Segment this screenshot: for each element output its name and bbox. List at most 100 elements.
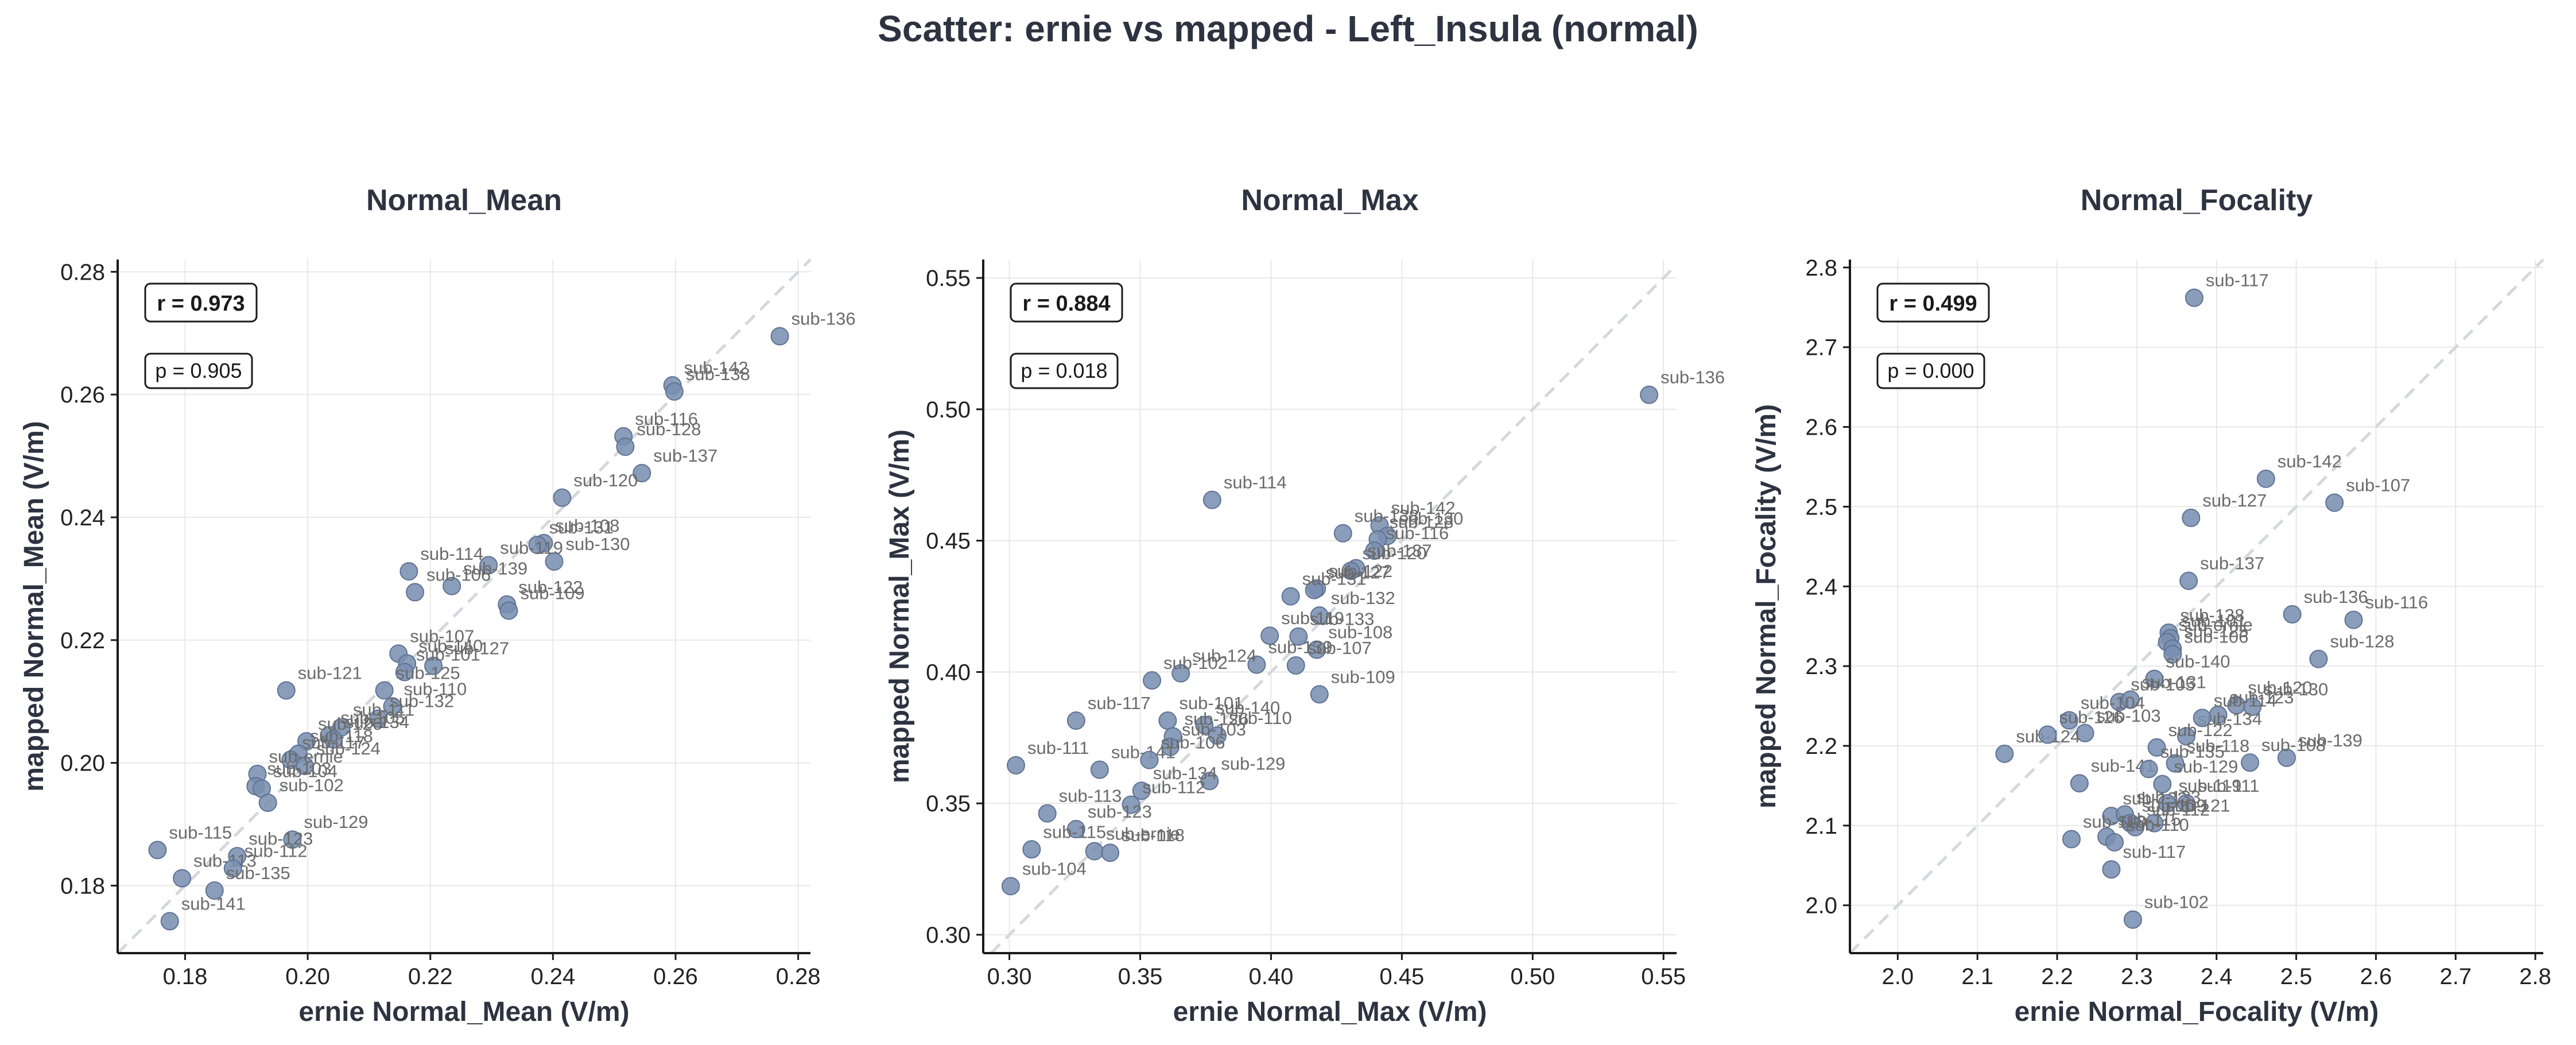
point-label: sub-132 xyxy=(390,691,454,711)
scatter-point xyxy=(770,327,789,346)
scatter-point xyxy=(324,730,343,749)
scatter-point xyxy=(2139,760,2158,779)
scatter-point xyxy=(395,663,414,682)
scatter-point xyxy=(2193,709,2212,727)
stat-p-frame xyxy=(1010,353,1119,389)
scatter-point xyxy=(2256,469,2275,488)
y-tick-label: 0.20 xyxy=(60,751,105,776)
scatter-point xyxy=(2277,748,2296,767)
x-tick-label: 2.1 xyxy=(1961,964,1993,989)
point-label: sub-142 xyxy=(1391,498,1456,518)
scatter-point xyxy=(2344,610,2363,629)
point-label: sub-113 xyxy=(1059,786,1122,806)
scatter-point xyxy=(223,859,242,878)
stat-r-box: r = 0.499 xyxy=(1876,282,1990,323)
point-label: sub-106 xyxy=(426,564,491,585)
point-label: sub-139 xyxy=(463,559,527,579)
point-label: sub-111 xyxy=(353,700,414,720)
y-tick-label: 0.50 xyxy=(926,397,971,423)
y-tick-label: 0.22 xyxy=(60,628,105,653)
stat-p-frame xyxy=(144,353,253,389)
y-tick-label: 2.3 xyxy=(1805,654,1837,679)
y-tick-label: 2.6 xyxy=(1805,415,1837,440)
point-label: sub-115 xyxy=(169,822,232,842)
point-label: sub-103 xyxy=(2097,706,2161,726)
point-label: sub-104 xyxy=(1022,858,1087,878)
x-tick-label: 0.50 xyxy=(1510,964,1555,989)
point-label: sub-123 xyxy=(249,829,313,849)
scatter-point xyxy=(2145,814,2164,833)
point-label: sub-132 xyxy=(1331,588,1395,608)
scatter-point xyxy=(368,709,387,728)
stat-r-frame xyxy=(144,282,258,323)
scatter-point xyxy=(528,536,547,555)
scatter-point xyxy=(1305,580,1324,599)
point-label: sub-128 xyxy=(637,419,701,439)
y-tick-label: 0.40 xyxy=(926,660,971,685)
point-label: sub-131 xyxy=(549,517,614,537)
x-tick-label: 0.28 xyxy=(776,964,821,989)
scatter-point xyxy=(633,464,651,483)
stat-r-box: r = 0.884 xyxy=(1010,282,1123,323)
scatter-point xyxy=(375,681,394,700)
scatter-point xyxy=(399,562,418,581)
point-label: sub-109 xyxy=(520,583,584,603)
scatter-point xyxy=(2153,775,2172,794)
point-label: sub-105 xyxy=(341,707,405,727)
scatter-point xyxy=(2177,794,2195,812)
point-label: sub-128 xyxy=(1389,512,1453,532)
point-label: sub-139 xyxy=(2298,730,2362,750)
x-tick-label: 0.35 xyxy=(1118,964,1163,989)
scatter-point xyxy=(2179,571,2198,590)
panel-title: Normal_Focality xyxy=(2081,184,2313,217)
scatter-point xyxy=(553,488,572,507)
point-label: sub-ernie xyxy=(2179,614,2253,634)
panel-title: Normal_Max xyxy=(1241,184,1418,217)
scatter-point xyxy=(1310,685,1329,704)
scatter-point xyxy=(2166,754,2185,773)
point-label: sub-133 xyxy=(1310,609,1374,629)
point-label: sub-137 xyxy=(2200,554,2264,574)
scatter-point xyxy=(1101,843,1120,862)
x-tick-label: 2.0 xyxy=(1882,964,1914,989)
point-label: sub-138 xyxy=(1355,506,1419,526)
scatter-point xyxy=(2121,690,2140,709)
point-label: sub-101 xyxy=(416,644,480,664)
point-label: sub-138 xyxy=(686,364,750,384)
point-label: sub-135 xyxy=(226,863,290,883)
x-tick-label: 2.4 xyxy=(2201,964,2233,989)
stat-p-box: p = 0.905 xyxy=(144,353,253,389)
scatter-point xyxy=(1208,726,1227,745)
scatter-point xyxy=(1995,744,2014,763)
point-label: sub-118 xyxy=(310,726,373,746)
scatter-point xyxy=(1365,541,1384,560)
x-tick-label: 2.6 xyxy=(2360,964,2392,989)
scatter-point xyxy=(283,830,302,849)
stat-p-text: p = 0.905 xyxy=(155,359,242,382)
x-axis-label: ernie Normal_Focality (V/m) xyxy=(2015,997,2379,1027)
scatter-point xyxy=(1006,756,1025,775)
scatter-point xyxy=(406,583,425,602)
stat-p-box: p = 0.000 xyxy=(1876,353,1985,389)
scatter-point xyxy=(2102,860,2121,879)
scatter-point xyxy=(1333,524,1352,543)
point-label: sub-138 xyxy=(2180,605,2244,625)
y-tick-label: 0.35 xyxy=(926,791,971,816)
point-label: sub-132 xyxy=(2123,788,2187,808)
point-label: sub-107 xyxy=(2346,475,2410,495)
scatter-point xyxy=(295,756,314,775)
scatter-point xyxy=(1195,715,1214,734)
y-tick-label: 2.4 xyxy=(1805,574,1837,599)
scatter-point xyxy=(173,869,192,888)
identity-line xyxy=(990,264,1678,954)
scatter-point xyxy=(2147,738,2166,757)
point-label: sub-116 xyxy=(2365,593,2428,613)
x-tick-label: 0.45 xyxy=(1379,964,1424,989)
scatter-point xyxy=(545,552,564,571)
stat-r-frame xyxy=(1010,282,1123,323)
scatter-point xyxy=(1090,760,1109,779)
scatter-point xyxy=(2325,493,2344,512)
scatter-point xyxy=(1122,795,1140,814)
point-label: sub-124 xyxy=(1192,646,1256,666)
scatter-point xyxy=(2241,753,2260,772)
